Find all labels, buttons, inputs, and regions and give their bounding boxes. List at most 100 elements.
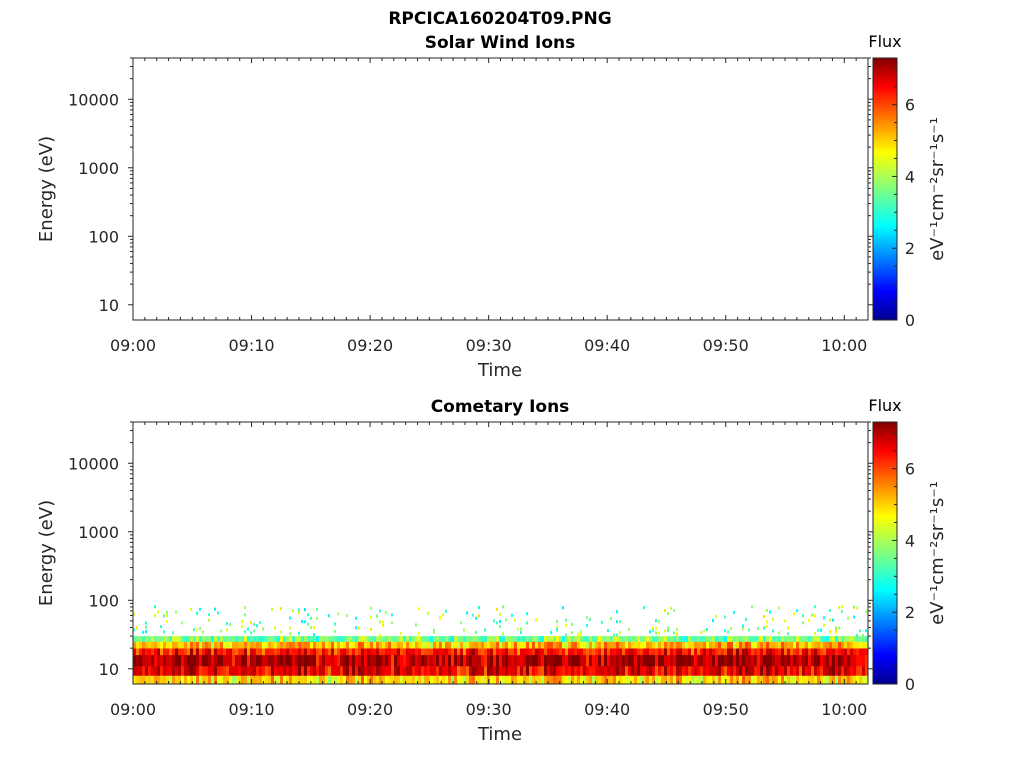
- heatmap-cell: [574, 636, 578, 642]
- heatmap-cell: [298, 608, 300, 612]
- heatmap-cell: [841, 609, 843, 613]
- heatmap-cell: [286, 648, 290, 656]
- heatmap-cell: [700, 648, 704, 656]
- heatmap-cell: [640, 641, 644, 649]
- heatmap-cell: [802, 641, 806, 649]
- heatmap-cell: [406, 665, 410, 676]
- heatmap-cell: [703, 654, 707, 667]
- heatmap-cell: [643, 648, 647, 656]
- heatmap-cell: [154, 654, 158, 667]
- heatmap-cell: [763, 648, 767, 656]
- heatmap-cell: [529, 654, 533, 667]
- heatmap-cell: [829, 608, 831, 612]
- heatmap-cell: [373, 648, 377, 656]
- heatmap-cell: [277, 665, 281, 676]
- heatmap-cell: [262, 627, 264, 631]
- heatmap-cell: [169, 636, 173, 642]
- heatmap-cell: [439, 616, 441, 620]
- heatmap-cell: [181, 641, 185, 649]
- heatmap-cell: [625, 648, 629, 656]
- heatmap-cell: [493, 619, 495, 623]
- heatmap-cell: [619, 641, 623, 649]
- heatmap-cell: [730, 665, 734, 676]
- heatmap-cell: [340, 636, 344, 642]
- heatmap-cell: [730, 648, 734, 656]
- heatmap-cell: [661, 665, 665, 676]
- heatmap-cell: [703, 648, 707, 656]
- heatmap-cell: [655, 675, 659, 685]
- heatmap-cell: [523, 665, 527, 676]
- heatmap-cell: [592, 654, 596, 667]
- heatmap-cell: [727, 675, 731, 685]
- heatmap-cell: [400, 654, 404, 667]
- heatmap-cell: [403, 648, 407, 656]
- heatmap-cell: [172, 648, 176, 656]
- heatmap-cell: [754, 641, 758, 649]
- heatmap-cell: [274, 665, 278, 676]
- heatmap-cell: [343, 675, 347, 685]
- heatmap-cell: [838, 654, 842, 667]
- heatmap-cell: [136, 636, 140, 642]
- heatmap-cell: [430, 636, 434, 642]
- heatmap-cell: [460, 654, 464, 667]
- heatmap-cell: [412, 641, 416, 649]
- heatmap-cell: [658, 641, 662, 649]
- heatmap-cell: [256, 624, 258, 628]
- heatmap-cell: [727, 636, 731, 642]
- heatmap-cell: [397, 654, 401, 667]
- heatmap-cell: [592, 648, 596, 656]
- heatmap-cell: [403, 654, 407, 667]
- heatmap-cell: [283, 675, 287, 685]
- heatmap-cell: [526, 612, 528, 616]
- heatmap-cell: [817, 641, 821, 649]
- heatmap-cell: [316, 654, 320, 667]
- heatmap-cell: [652, 648, 656, 656]
- heatmap-cell: [577, 641, 581, 649]
- heatmap-cell: [472, 665, 476, 676]
- heatmap-cell: [589, 654, 593, 667]
- heatmap-cell: [523, 641, 527, 649]
- heatmap-cell: [556, 648, 560, 656]
- heatmap-cell: [865, 629, 867, 633]
- heatmap-cell: [358, 654, 362, 667]
- heatmap-cell: [763, 654, 767, 667]
- heatmap-cell: [271, 665, 275, 676]
- heatmap-cell: [682, 675, 686, 685]
- heatmap-cell: [538, 665, 542, 676]
- heatmap-cell: [388, 654, 392, 667]
- heatmap-cell: [277, 641, 281, 649]
- heatmap-cell: [628, 641, 632, 649]
- heatmap-cell: [379, 648, 383, 656]
- heatmap-cell: [763, 675, 767, 685]
- heatmap-cell: [703, 641, 707, 649]
- heatmap-cell: [331, 636, 335, 642]
- heatmap-cell: [622, 636, 626, 642]
- heatmap-cell: [247, 641, 251, 649]
- heatmap-cell: [451, 675, 455, 685]
- heatmap-cell: [502, 636, 506, 642]
- heatmap-cell: [664, 654, 668, 667]
- heatmap-cell: [166, 648, 170, 656]
- heatmap-cell: [265, 636, 269, 642]
- heatmap-cell: [235, 665, 239, 676]
- heatmap-cell: [679, 654, 683, 667]
- heatmap-cell: [802, 614, 804, 618]
- heatmap-cell: [283, 665, 287, 676]
- heatmap-cell: [472, 654, 476, 667]
- heatmap-cell: [616, 675, 620, 685]
- heatmap-cell: [760, 654, 764, 667]
- heatmap-cell: [607, 636, 611, 642]
- heatmap-cell: [442, 665, 446, 676]
- heatmap-cell: [484, 665, 488, 676]
- heatmap-cell: [397, 648, 401, 656]
- heatmap-cell: [511, 641, 515, 649]
- heatmap-cell: [568, 641, 572, 649]
- heatmap-cell: [322, 654, 326, 667]
- x-axis: 09:00 09:10 09:20 09:30 09:40 09:50 10:00: [110, 58, 869, 355]
- heatmap-cell: [559, 636, 563, 642]
- heatmap-cell: [328, 636, 332, 642]
- heatmap-cell: [589, 617, 591, 621]
- heatmap-cell: [493, 648, 497, 656]
- heatmap-cell: [226, 622, 228, 626]
- x-tick-label: 09:40: [584, 336, 630, 355]
